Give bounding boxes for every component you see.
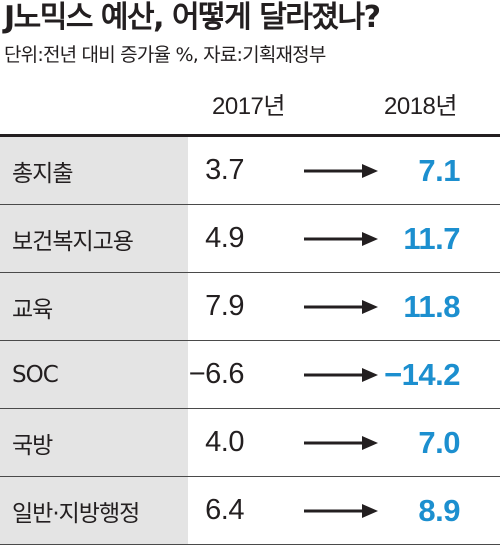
value-2018: 11.7 (403, 220, 460, 256)
table-row: 보건복지고용 4.9 11.7 (0, 205, 500, 273)
column-header-2018: 2018년 (384, 93, 457, 120)
category-cell (0, 273, 188, 340)
category-cell (0, 341, 188, 408)
category-cell (0, 409, 188, 476)
chart-title: J노믹스 예산, 어떻게 달라졌나? (4, 0, 381, 35)
category-label: 교육 (12, 296, 53, 323)
top-rule (0, 134, 500, 137)
category-cell (0, 477, 188, 544)
value-2017: 4.0 (205, 426, 244, 458)
category-label: 총지출 (12, 160, 73, 187)
right-arrow-icon (304, 205, 378, 272)
value-2017: 6.4 (205, 494, 244, 526)
value-2017: −6.6 (188, 358, 245, 390)
category-label: 국방 (12, 432, 53, 459)
table-row: 교육 7.9 11.8 (0, 273, 500, 341)
right-arrow-icon (304, 341, 378, 408)
value-2018: 7.1 (418, 152, 460, 188)
value-2017: 4.9 (205, 222, 244, 254)
right-arrow-icon (304, 477, 378, 544)
category-cell (0, 205, 188, 272)
value-2018: 8.9 (418, 492, 460, 528)
category-cell (0, 137, 188, 204)
right-arrow-icon (304, 273, 378, 340)
right-arrow-icon (304, 137, 378, 204)
value-2017: 7.9 (205, 290, 244, 322)
value-2018: 11.8 (403, 288, 460, 324)
category-label: 보건복지고용 (12, 228, 134, 255)
data-table: 총지출 3.7 7.1 보건복지고용 4.9 11.7 교육 7.9 11.8 SOC −6.6 −1… (0, 137, 500, 545)
table-row: 일반·지방행정 6.4 8.9 (0, 477, 500, 545)
value-2018: −14.2 (384, 356, 460, 392)
value-2017: 3.7 (205, 154, 244, 186)
right-arrow-icon (304, 409, 378, 476)
table-row: SOC −6.6 −14.2 (0, 341, 500, 409)
value-2018: 7.0 (418, 424, 460, 460)
chart-subtitle: 단위:전년 대비 증가율 %, 자료:기획재정부 (4, 44, 326, 66)
table-row: 국방 4.0 7.0 (0, 409, 500, 477)
table-row: 총지출 3.7 7.1 (0, 137, 500, 205)
category-label: 일반·지방행정 (12, 500, 140, 527)
category-label: SOC (12, 361, 59, 388)
column-header-2017: 2017년 (212, 93, 285, 120)
